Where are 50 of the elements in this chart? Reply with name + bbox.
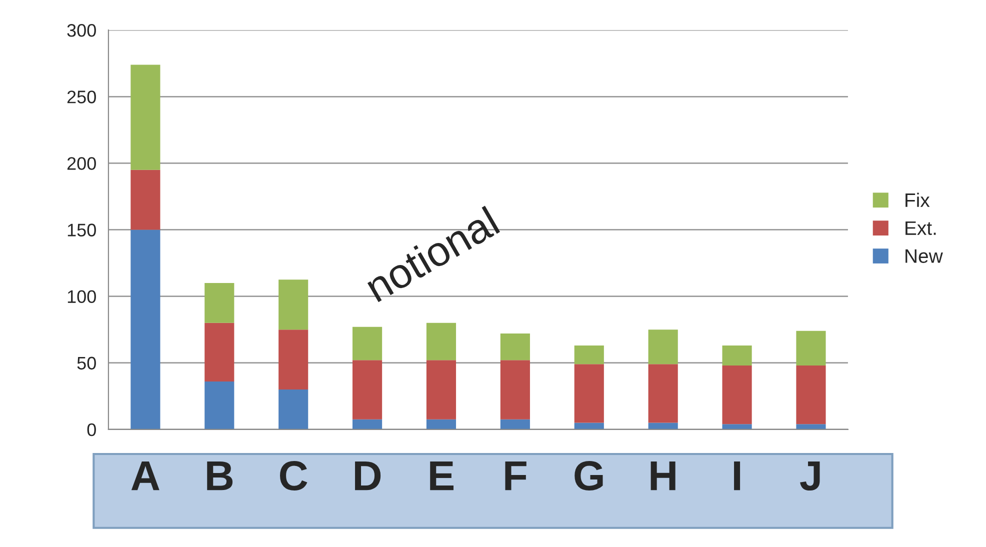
y-tick-label: 300 (67, 24, 96, 37)
bar (500, 334, 530, 360)
legend-label: Fix (906, 192, 930, 207)
y-tick-label: 200 (67, 157, 96, 170)
bar (204, 381, 234, 430)
y-tick-label: 250 (67, 90, 96, 104)
legend-label: Ext. (906, 221, 936, 235)
x-tick-label: A (131, 461, 160, 490)
bar (722, 346, 752, 366)
bar (796, 330, 826, 366)
bar (648, 364, 678, 423)
x-tick-label: F (505, 461, 526, 490)
x-tick-label: G (574, 461, 603, 491)
y-tick-label: 50 (77, 356, 96, 370)
y-tick-label: 150 (68, 224, 96, 236)
bar (648, 330, 678, 364)
bar (796, 424, 826, 430)
bar (796, 366, 826, 424)
y-tick-label: 100 (68, 290, 96, 304)
bar (426, 419, 456, 430)
bar (574, 346, 604, 364)
bar (130, 230, 160, 430)
bar (722, 424, 752, 430)
x-tick-label: E (430, 461, 454, 490)
bar (278, 280, 308, 330)
bar (130, 64, 160, 170)
bar (500, 419, 530, 430)
bar (352, 326, 382, 360)
legend-label: New (906, 249, 943, 263)
bar (278, 330, 308, 390)
y-tick-label: 0 (87, 423, 96, 436)
bar (352, 360, 382, 420)
x-tick-label: C (280, 461, 308, 491)
bar (352, 419, 382, 430)
bar (574, 422, 604, 430)
bar (426, 322, 456, 360)
bar (278, 389, 308, 430)
bar (204, 322, 234, 382)
bar (426, 360, 456, 420)
bar (130, 170, 160, 230)
x-tick-label: D (355, 461, 381, 490)
x-tick-label: H (650, 461, 676, 490)
bar (204, 282, 234, 323)
bar (500, 360, 530, 420)
bar (648, 422, 678, 430)
x-tick-label: J (800, 461, 820, 491)
bar (574, 364, 604, 423)
bar (722, 366, 752, 424)
x-tick-label: B (207, 461, 233, 490)
x-tick-label: I (734, 461, 740, 490)
